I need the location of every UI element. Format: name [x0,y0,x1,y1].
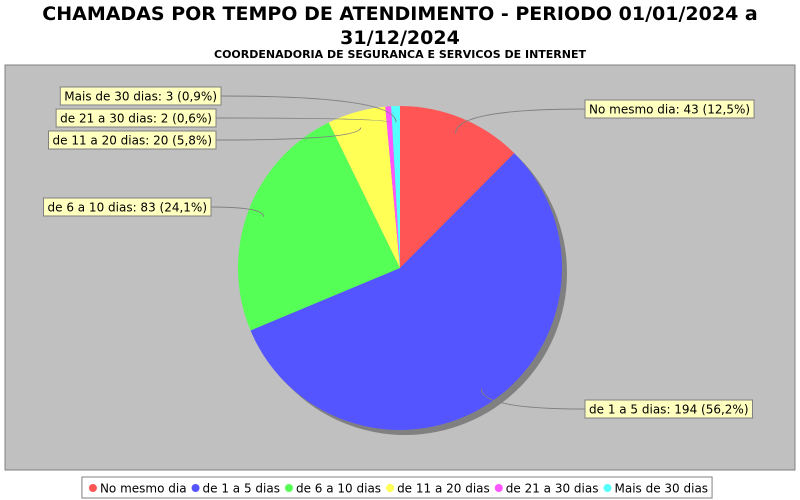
legend-label: de 11 a 20 dias [397,482,490,496]
chart-subtitle: COORDENADORIA DE SEGURANCA E SERVICOS DE… [214,48,586,61]
data-label: de 1 a 5 dias: 194 (56,2%) [589,403,749,417]
label-box [584,399,753,419]
leader-line [220,95,397,123]
leader-line [215,127,362,141]
legend-label: de 1 a 5 dias [203,482,280,496]
leader-line [210,206,265,217]
leader-line [480,388,586,410]
label-box [55,108,217,128]
legend-item: No mesmo dia [88,482,187,496]
pie-slice [250,153,562,430]
legend-marker [88,484,97,492]
pie-slice [238,122,400,331]
legend-marker [603,484,612,492]
legend-item: de 1 a 5 dias [191,482,280,496]
pie-slice [328,106,400,268]
label-box [59,86,222,106]
chart-title: CHAMADAS POR TEMPO DE ATENDIMENTO - PERI… [42,3,758,49]
legend-marker [386,484,395,492]
leader-line [455,108,586,134]
legend-item: Mais de 30 dias [603,482,709,496]
legend-item: de 11 a 20 dias [386,482,490,496]
pie-slice [385,106,400,269]
legend-label: Mais de 30 dias [615,482,709,496]
pie-slice [391,106,400,268]
label-box [584,99,755,119]
legend-marker [284,484,293,492]
label-box [43,197,212,217]
legend-marker [494,484,503,492]
pie-slice [400,106,515,268]
legend-label: No mesmo dia [100,482,187,496]
legend-item: de 21 a 30 dias [494,482,599,496]
data-label: de 6 a 10 dias: 83 (24,1%) [48,201,208,215]
leader-line [215,117,390,124]
data-label: de 21 a 30 dias: 2 (0,6%) [60,112,212,126]
data-label: Mais de 30 dias: 3 (0,9%) [64,90,217,104]
legend-item: de 6 a 10 dias [284,482,381,496]
data-label: No mesmo dia: 43 (12,5%) [589,103,750,117]
legend-label: de 21 a 30 dias [506,482,599,496]
legend-marker [191,484,200,492]
legend-box [81,476,713,499]
legend-label: de 6 a 10 dias [296,482,381,496]
label-box [48,130,217,150]
data-label: de 11 a 20 dias: 20 (5,8%) [53,134,213,148]
